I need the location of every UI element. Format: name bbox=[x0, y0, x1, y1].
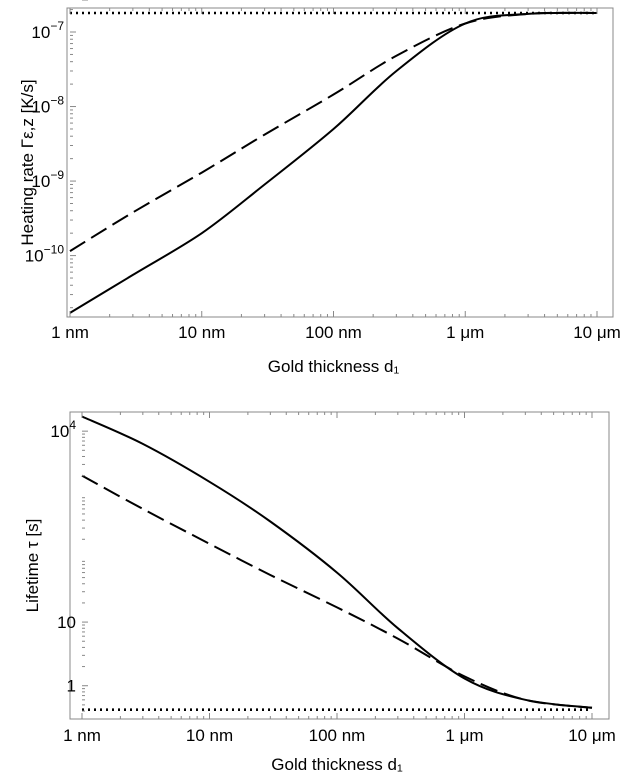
x-axis-label: Gold thickness d₁ bbox=[271, 755, 403, 774]
x-tick-label: 10 nm bbox=[186, 726, 233, 745]
y-tick-label: 10 bbox=[57, 613, 76, 632]
y-tick-label: 10−7 bbox=[31, 19, 64, 42]
top-series-solid bbox=[69, 11, 598, 314]
top-plot-frame bbox=[66, 7, 614, 318]
x-tick-label: 10 nm bbox=[178, 323, 225, 342]
y-tick-label: 10−8 bbox=[31, 94, 64, 117]
x-tick-label: 10 μm bbox=[573, 323, 621, 342]
y-tick-label: 10−10 bbox=[25, 243, 65, 266]
x-tick-label: 10 μm bbox=[568, 726, 616, 745]
y-axis-label: Heating rate Γε,z [K/s] bbox=[18, 79, 37, 245]
x-axis-label: Gold thickness d₁ bbox=[268, 357, 400, 376]
bottom-plot: 1 nm 10 nm 100 nm 1 μm 10 μm 1 10 10undefined 10… bbox=[4, 0, 616, 774]
top-plot: 1 nm 10 nm 100 nm 1 μm 10 μm 10−10 10−9 10−8 10−… bbox=[18, 8, 621, 376]
top-series-dashed bbox=[69, 11, 598, 252]
x-tick-label: 1 μm bbox=[445, 726, 483, 745]
y-tick-label: 10−9 bbox=[31, 168, 64, 191]
y-tick-label: 10undefined bbox=[4, 0, 76, 4]
x-tick-label: 100 nm bbox=[309, 726, 366, 745]
y-tick-label: 1 bbox=[67, 677, 76, 696]
y-axis-label: Lifetime τ [s] bbox=[23, 519, 42, 613]
y-tick-label: 104 bbox=[50, 418, 76, 441]
x-tick-label: 1 nm bbox=[51, 323, 89, 342]
bottom-series-solid bbox=[81, 415, 593, 709]
x-tick-label: 1 μm bbox=[446, 323, 484, 342]
bottom-plot-frame bbox=[69, 411, 610, 720]
x-tick-label: 100 nm bbox=[305, 323, 362, 342]
x-tick-label: 1 nm bbox=[63, 726, 101, 745]
bottom-series-dashed bbox=[81, 474, 593, 709]
